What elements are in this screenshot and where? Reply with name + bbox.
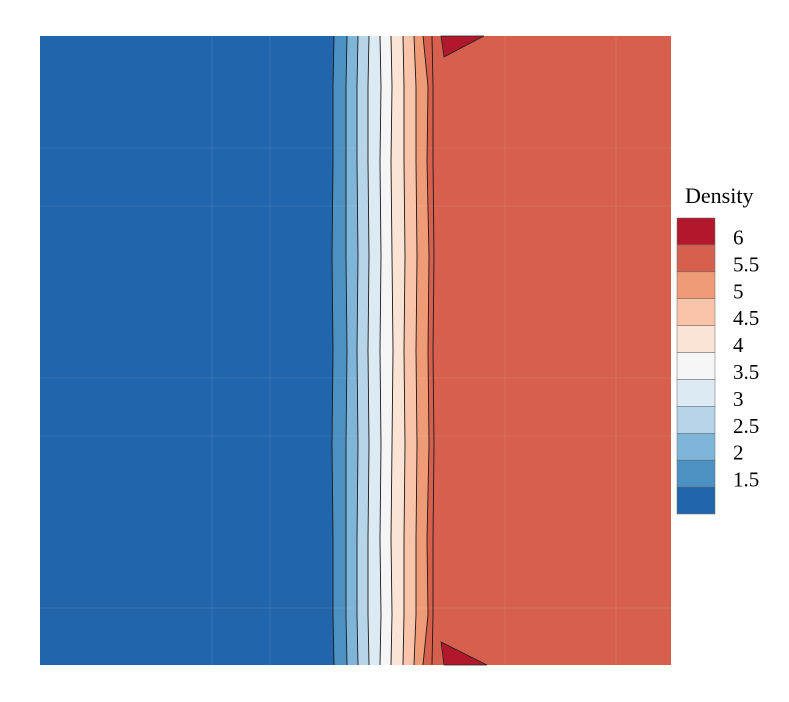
contour-line-1: [345, 35, 348, 666]
contour-line-8: [422, 35, 430, 666]
contour-line-4: [379, 35, 382, 666]
colorbar-title: Density: [685, 183, 754, 208]
triangle-top: [440, 35, 485, 58]
contour-line-3: [367, 35, 370, 666]
contour-line-5: [390, 35, 394, 666]
contour-line-6: [402, 35, 406, 666]
contour-line-2: [356, 35, 359, 666]
triangle-bottom: [440, 641, 488, 666]
contour-line-9: [431, 35, 435, 666]
contour-band-0: [40, 36, 334, 665]
contour-line-0: [331, 35, 335, 666]
contour-line-7: [413, 35, 418, 666]
